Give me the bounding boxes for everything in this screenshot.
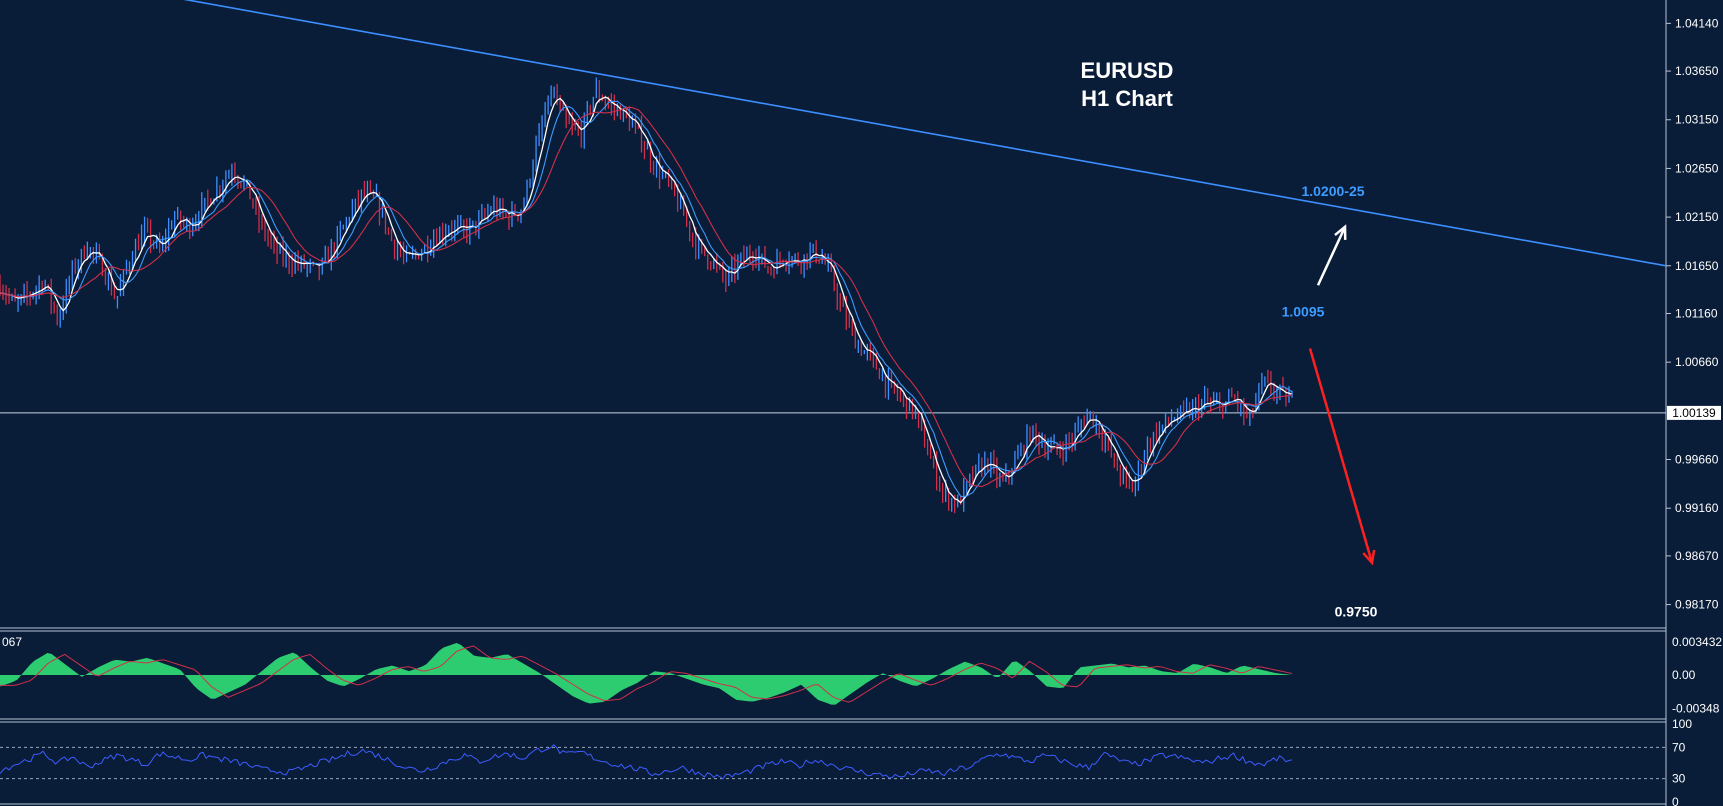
rsi-tick-label: 70 xyxy=(1672,740,1686,754)
rsi-axis-ticks: 100 70 30 0 xyxy=(1672,717,1692,806)
trendline-label: 1.0200-25 xyxy=(1301,183,1364,199)
oscillator-tick-label: 0.003432 xyxy=(1672,635,1722,649)
down-arrow-shaft xyxy=(1308,348,1374,564)
slow-moving-average xyxy=(0,106,1293,488)
oscillator-axis-ticks: 0.003432 0.00 -0.00348 xyxy=(1672,635,1722,715)
rsi-tick-label: 100 xyxy=(1672,717,1692,731)
price-tick-label: 0.98670 xyxy=(1675,549,1719,563)
price-tick-label: 1.01160 xyxy=(1675,306,1718,320)
chart-subtitle: H1 Chart xyxy=(1081,86,1173,111)
up-arrow-shaft xyxy=(1316,226,1347,286)
price-tick-label: 1.02650 xyxy=(1675,161,1719,175)
current-price-box xyxy=(1667,405,1721,420)
oscillator-histogram-panel xyxy=(0,643,1293,705)
oscillator-tick-label: -0.00348 xyxy=(1672,701,1720,715)
rsi-line xyxy=(0,743,1293,780)
price-tick-label: 0.99160 xyxy=(1675,501,1719,515)
price-tick-label: 1.03150 xyxy=(1675,113,1719,127)
rsi-tick-label: 0 xyxy=(1672,795,1679,806)
current-price-label: 1.00139 xyxy=(1672,406,1716,420)
moving-average-lines xyxy=(0,96,1293,504)
candlestick-series xyxy=(0,77,1293,514)
oscillator-signal-line xyxy=(0,645,1293,703)
price-axis-ticks: 1.04140 1.03650 1.03150 1.02650 1.02150 1.016… xyxy=(1666,16,1719,612)
price-tick-label: 0.98170 xyxy=(1675,598,1719,612)
direction-arrows xyxy=(1308,224,1376,566)
price-tick-label: 1.02150 xyxy=(1675,210,1719,224)
resistance-trendline[interactable] xyxy=(150,0,1667,267)
rsi-tick-label: 30 xyxy=(1672,772,1686,786)
target-up-label: 1.0095 xyxy=(1282,304,1325,320)
chart-title: EURUSD xyxy=(1081,58,1174,83)
down-arrow-head xyxy=(1362,549,1376,566)
target-down-label: 0.9750 xyxy=(1335,603,1378,619)
price-tick-label: 1.04140 xyxy=(1675,16,1719,30)
price-tick-label: 0.99660 xyxy=(1675,453,1719,467)
rsi-panel xyxy=(0,743,1666,780)
oscillator-tick-label: 0.00 xyxy=(1672,668,1696,682)
price-tick-label: 1.01650 xyxy=(1675,259,1719,273)
fast-moving-average xyxy=(0,96,1293,504)
up-arrow-head xyxy=(1334,224,1347,240)
oscillator-label: 067 xyxy=(2,635,22,649)
price-tick-label: 1.03650 xyxy=(1675,64,1719,78)
price-tick-label: 1.00660 xyxy=(1675,355,1719,369)
